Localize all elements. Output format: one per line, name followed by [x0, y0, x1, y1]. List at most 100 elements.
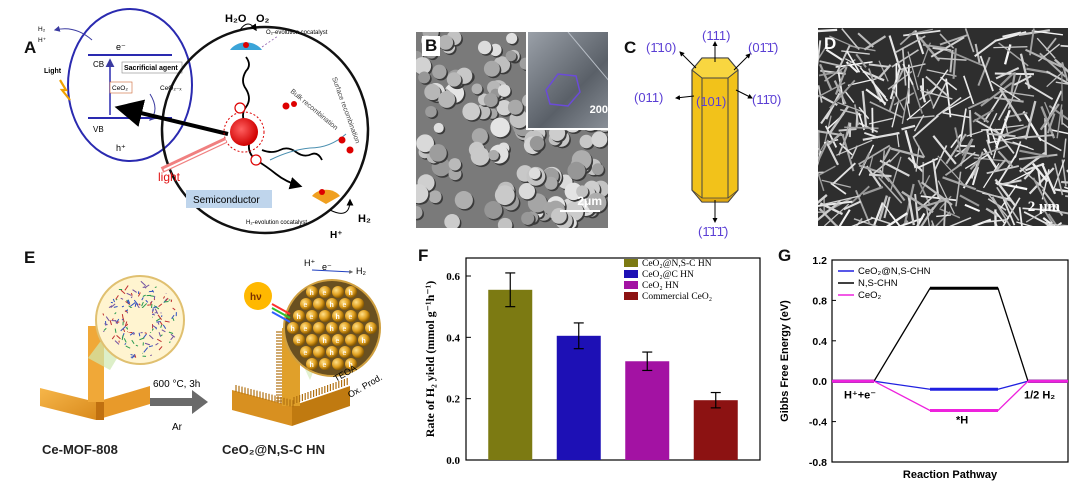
band-light-label: Light [44, 68, 62, 75]
y-axis-label: Gibbs Free Energy (eV) [779, 300, 791, 422]
inset-image: 200 [526, 32, 608, 130]
bar [693, 400, 738, 460]
legend-swatch [624, 281, 638, 289]
bar [488, 289, 533, 460]
synthesis-diagram: 600 °C, 3h Ar h e he h eh e h eh e h e he h e he h eh e h … [40, 258, 384, 457]
bulk-recombination-label: Bulk recombination [289, 88, 339, 132]
y-tick-label: 0.0 [812, 376, 827, 388]
o2-label: O₂ [256, 13, 270, 25]
hole-mark: h [323, 338, 327, 345]
legend-entry: Commercial CeO₂ [642, 292, 712, 302]
h2-yield-bar-chart: 0.0 0.2 0.4 0.6 Rate of H₂ yield (mmol g⁻¹h⁻… [423, 257, 761, 467]
facet-111: (111) [702, 28, 730, 43]
panel-d-label: D [824, 34, 837, 53]
hole-mark: h [369, 326, 373, 333]
legend-swatch [624, 292, 638, 300]
facet-110b: (11̄0) [752, 92, 781, 107]
hv-label: hν [250, 292, 262, 303]
y-tick-label: 0.0 [446, 455, 460, 467]
h2-cocatalyst-label: H₂-evolution cocatalyst [246, 220, 307, 226]
bar [556, 335, 601, 460]
y-tick-label: 0.2 [446, 394, 460, 406]
ox-prod-label: Ox. Prod. [346, 372, 384, 400]
panel-d-sem: D 2 μm [818, 28, 1068, 226]
y-tick-label: 0.4 [812, 336, 827, 348]
hole-mark: h [310, 362, 314, 369]
electron-mark: e [343, 326, 347, 333]
panel-b-label: B [422, 36, 441, 56]
facet-011: (011) [634, 90, 663, 105]
facet-011a: (01̄1̄) [748, 40, 778, 55]
legend-entry: CeO₂@N,S-C HN [642, 259, 712, 269]
panel-c-label: C [624, 38, 637, 57]
process-arrow [150, 390, 208, 414]
semiconductor-label: Semiconductor [193, 195, 260, 206]
hole-mark: h [297, 314, 301, 321]
facet-111b: (1̄1̄1̄) [698, 224, 728, 239]
e-electron: e⁻ [322, 262, 332, 272]
product-label: CeO₂@N,S-C HN [222, 442, 325, 457]
facet-110a: (1̄10) [646, 40, 676, 55]
electron-mark: e [304, 350, 308, 357]
ceo2-label: CeO₂ [112, 85, 128, 92]
hplus-out-label: H⁺ [330, 230, 343, 240]
electron-mark: e [336, 338, 340, 345]
hole-label: h⁺ [116, 143, 126, 153]
state-label: 1/2 H₂ [1024, 389, 1055, 401]
hole-mark: h [330, 302, 334, 309]
e-h2: H₂ [356, 266, 366, 276]
legend-entry: CeO₂@N,S-CHN [858, 266, 931, 277]
panel-b-sem: 200 B 2μm [416, 32, 608, 228]
legend-entry: N,S-CHN [858, 278, 898, 289]
panel-g-label: G [778, 246, 792, 265]
vb-label: VB [93, 125, 104, 134]
semiconductor-box [186, 190, 272, 208]
hole-mark: h [362, 338, 366, 345]
electron-mark: e [304, 302, 308, 309]
y-tick-label: 0.6 [446, 271, 460, 283]
gibbs-energy-chart: -0.8 -0.4 0.0 0.4 0.8 1.2 Gibbs Free Energy (e… [779, 255, 1069, 481]
condition-temp: 600 °C, 3h [153, 379, 200, 390]
panel-f-chart: F 0.0 0.2 0.4 0.6 Rate of H₂ yield (mmol g⁻¹… [410, 240, 770, 489]
legend-entry: CeO₂@C HN [642, 270, 694, 280]
panel-f-label: F [418, 246, 429, 265]
legend-swatch [624, 259, 638, 267]
hole-mark: h [336, 314, 340, 321]
e-hplus: H⁺ [304, 258, 315, 268]
photocatalysis-diagram: CB VB e⁻ h⁺ Sacrificial agent CeO₂ CeO₂₋… [38, 8, 371, 240]
electron-mark: e [323, 290, 327, 297]
condition-gas: Ar [172, 422, 183, 433]
inset-scale: 200 [589, 104, 608, 116]
product-tripod [232, 328, 350, 426]
electron-mark: e [323, 362, 327, 369]
y-tick-label: 1.2 [812, 255, 827, 267]
panel-g-chart: G -0.8 -0.4 0.0 0.4 0.8 1.2 Gibbs Free Energy … [770, 240, 1080, 489]
hole-mark: h [310, 290, 314, 297]
band-circle [67, 8, 193, 162]
crystal-model: (111) (1̄10) (01̄1̄) (011) (101) (11̄0) … [634, 28, 781, 239]
hole-mark: h [330, 350, 334, 357]
h2o-label: H₂O [225, 13, 247, 25]
electron-mark: e [343, 350, 347, 357]
legend-swatch [624, 270, 638, 278]
mof-label: Ce-MOF-808 [42, 442, 118, 457]
facet-101: (101) [696, 94, 726, 109]
panel-e-label: E [24, 248, 36, 267]
scale-line [560, 210, 600, 212]
hole-mark: h [291, 326, 295, 333]
panel-c-crystal: C (111) (1̄10) (01̄1̄) (011) (101) (11̄0… [610, 0, 810, 240]
cb-label: CB [93, 60, 104, 69]
state-label: H⁺+e⁻ [844, 389, 876, 401]
y-axis-label: Rate of H₂ yield (mmol g⁻¹h⁻¹) [423, 281, 437, 437]
o2-cocatalyst-label: O₂-evolution cocatalyst [266, 30, 328, 36]
excited-particle [230, 118, 258, 146]
y-tick-label: 0.8 [812, 295, 827, 307]
lightning-icon [59, 79, 71, 101]
panel-a-label: A [24, 38, 37, 57]
energy-path [832, 287, 1068, 382]
electron-mark: e [297, 338, 301, 345]
bar [625, 361, 670, 460]
panel-e: E 600 °C, 3h Ar [0, 240, 410, 489]
sacrificial-agent-label: Sacrificial agent [124, 65, 178, 72]
hole-mark: h [349, 290, 353, 297]
